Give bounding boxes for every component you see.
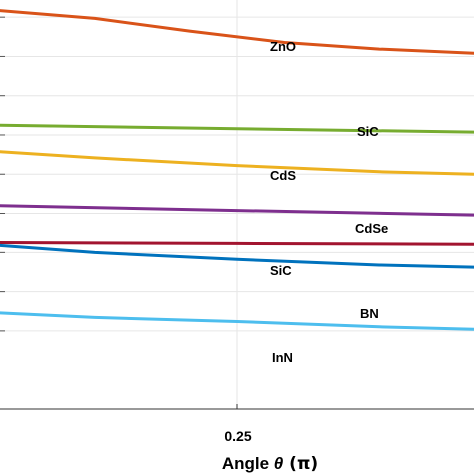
series-lines [0, 9, 474, 331]
series-line-inn [0, 311, 474, 331]
series-label-cdse: CdSe [355, 221, 388, 236]
x-axis: 0.25 [0, 16, 474, 444]
series-line-cdse [0, 204, 474, 217]
series-line-sic [0, 241, 474, 246]
series-label-sic: SiC [357, 124, 379, 139]
x-axis-title: Angle θ (π) [222, 454, 318, 474]
series-line-bn [0, 243, 474, 269]
series-label-bn: BN [360, 306, 379, 321]
series-line-cds [0, 150, 474, 176]
series-label-zno: ZnO [270, 39, 296, 54]
x-axis-title-prefix: Angle [222, 454, 274, 473]
x-axis-title-symbol: θ [274, 454, 284, 473]
x-tick-label: 0.25 [224, 428, 251, 444]
series-label-inn: InN [272, 350, 293, 365]
series-label-sic: SiC [270, 263, 292, 278]
grid [0, 0, 474, 409]
series-line-sic [0, 123, 474, 134]
x-axis-title-unit: (π) [283, 454, 318, 474]
series-line-zno [0, 9, 474, 55]
series-label-cds: CdS [270, 168, 296, 183]
series-labels: ZnO SiC CdS CdSe SiC BN InN [270, 39, 388, 365]
